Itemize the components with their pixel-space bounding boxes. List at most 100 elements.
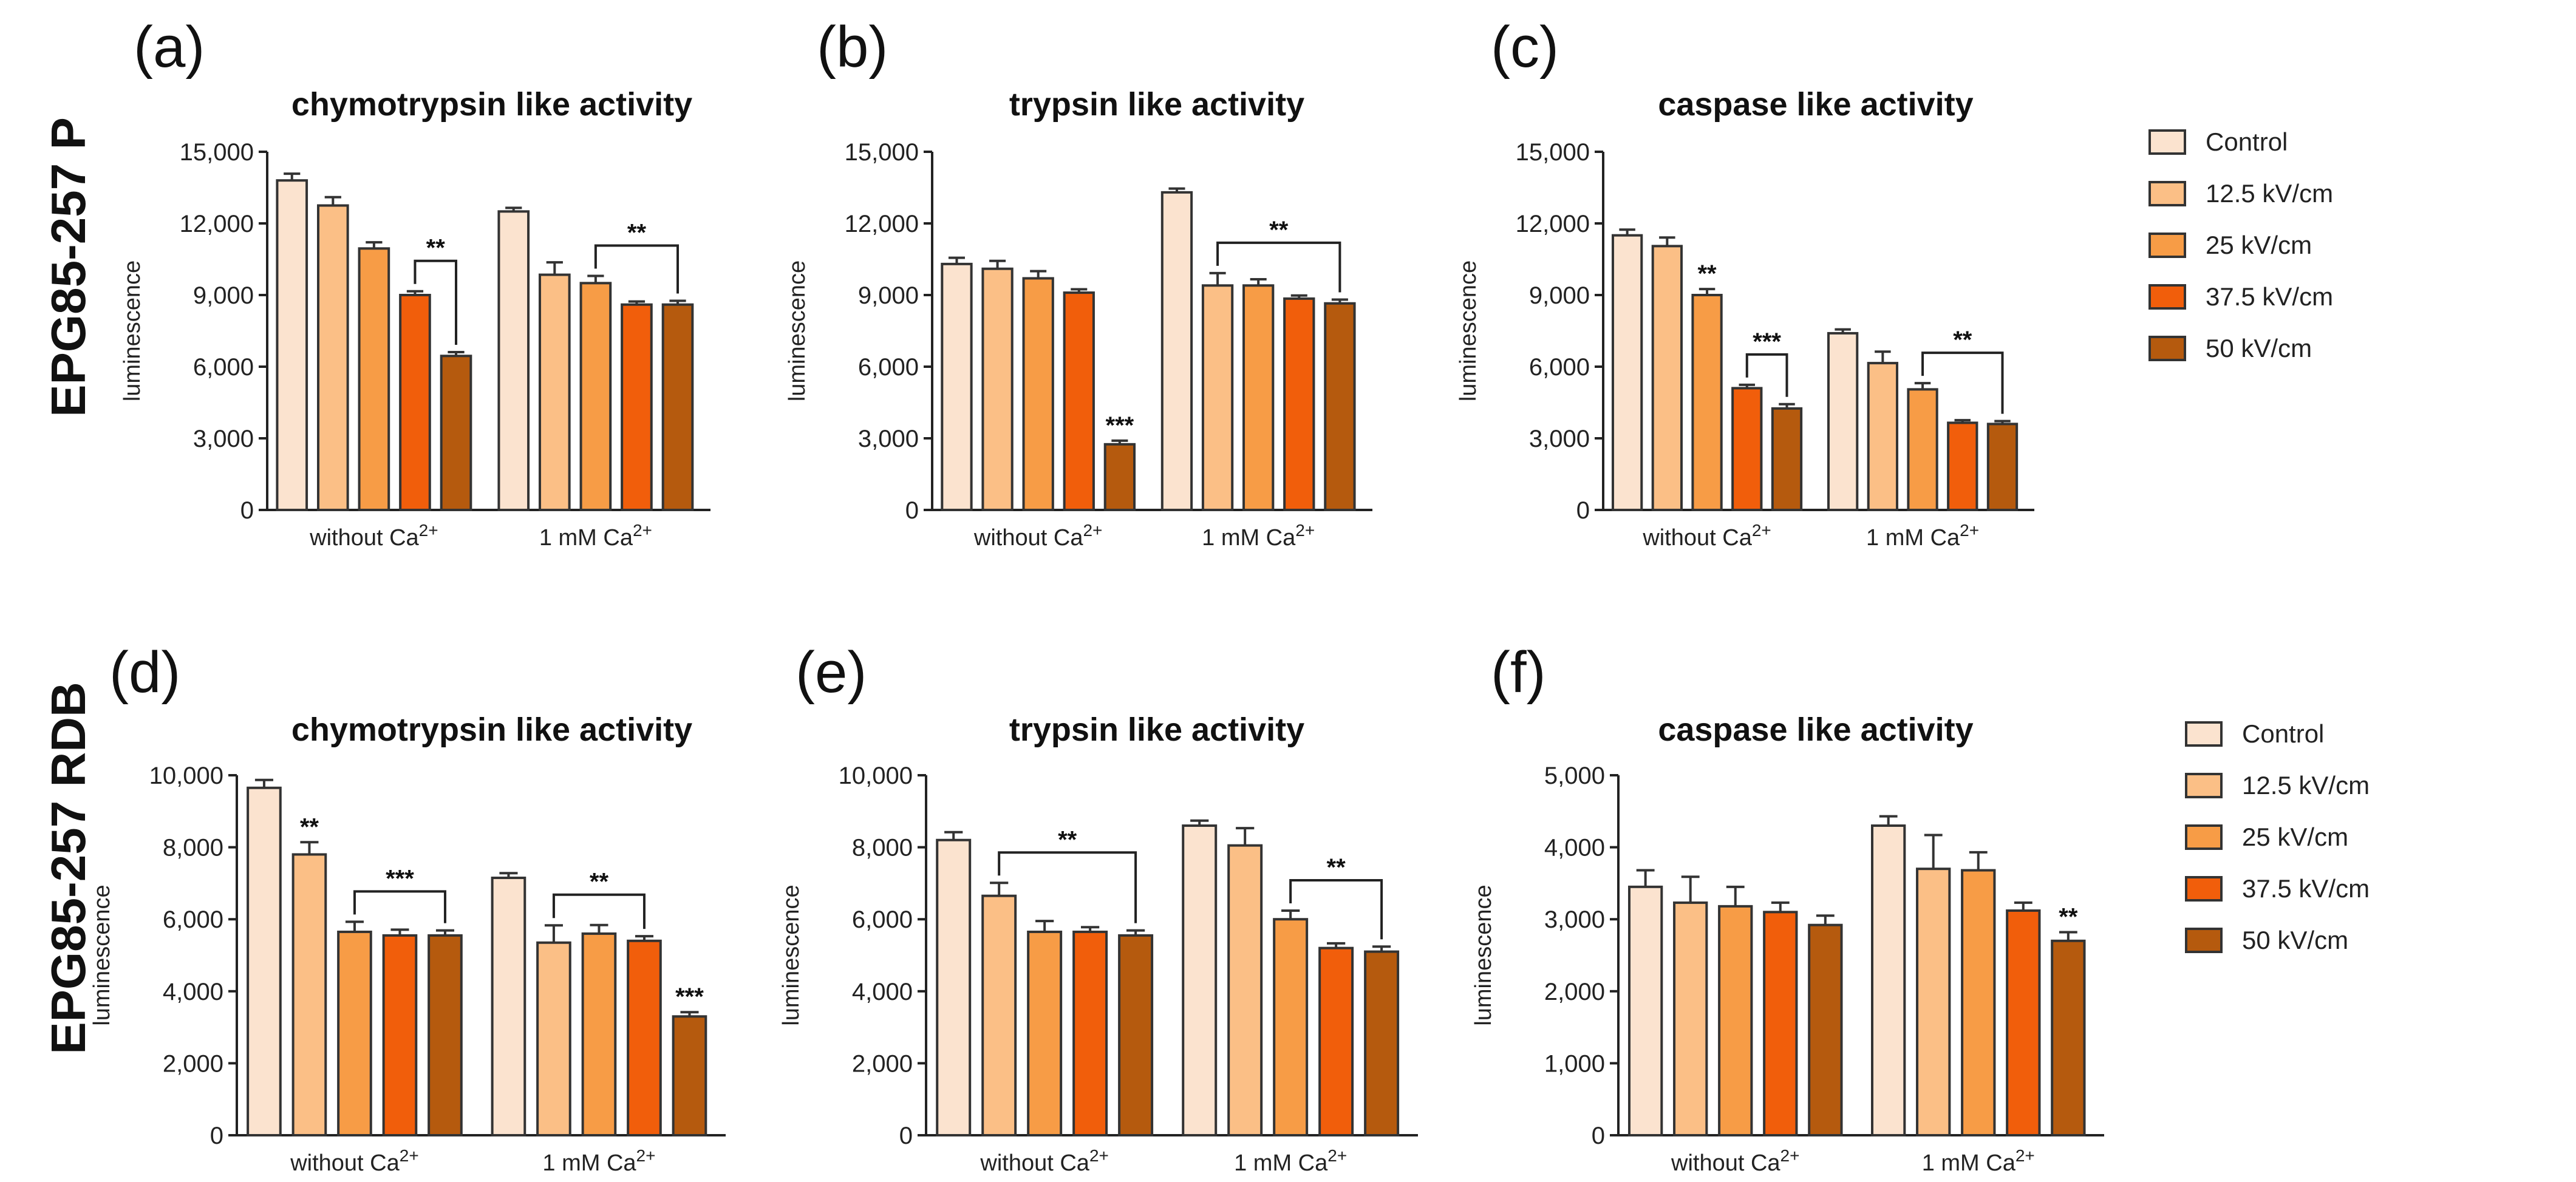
y-tick-label: 0 [210, 1123, 223, 1149]
bar [1611, 234, 1643, 511]
chart-panels: (a) chymotrypsin like activity 0 3,000 6,000… [89, 15, 2104, 1176]
bar [1072, 930, 1108, 1136]
significance-star: ** [300, 813, 319, 840]
y-tick-label: 9,000 [1529, 282, 1590, 309]
bar [1673, 901, 1708, 1136]
bar [1628, 885, 1663, 1136]
x-group-sup: 2+ [400, 1146, 419, 1165]
bar [399, 294, 431, 511]
bar [981, 267, 1014, 511]
x-group-sup: 2+ [1083, 521, 1102, 540]
bar [1273, 918, 1309, 1136]
bar [1763, 911, 1798, 1136]
bar [1808, 923, 1843, 1136]
bar [1771, 407, 1803, 511]
legend: Control 12.5 kV/cm 25 kV/cm 37.5 kV/cm 50 kV… [2185, 719, 2370, 954]
bar [1227, 844, 1263, 1136]
x-group-sup: 2+ [1752, 521, 1771, 540]
bar [1182, 824, 1218, 1137]
y-tick-label: 0 [1576, 497, 1590, 524]
y-tick-label: 12,000 [845, 211, 919, 237]
panel-label: (b) [817, 15, 888, 80]
x-group-sup: 2+ [633, 521, 652, 540]
legend-swatch [2185, 824, 2223, 850]
y-tick-label: 15,000 [1516, 139, 1590, 166]
x-group-label: 1 mM Ca2+ [1866, 521, 1979, 551]
bar [276, 179, 308, 511]
legend-label: 12.5 kV/cm [2242, 771, 2370, 800]
significance-bracket [1216, 241, 1341, 293]
legend-label: Control [2242, 719, 2324, 748]
bar [2051, 939, 2086, 1137]
y-tick-label: 6,000 [858, 354, 919, 381]
y-axis-label: luminescence [1471, 885, 1496, 1025]
x-group-label: 1 mM Ca2+ [1234, 1146, 1347, 1177]
y-tick-label: 0 [899, 1123, 913, 1149]
legend-swatch [2185, 876, 2223, 902]
bar [581, 932, 617, 1137]
chart-panel: (a) chymotrypsin like activity 0 3,000 6,000… [120, 15, 710, 551]
y-tick-label: 4,000 [1544, 835, 1605, 861]
chart-title: chymotrypsin like activity [291, 712, 692, 748]
bar [1283, 297, 1315, 511]
bar [1063, 291, 1095, 511]
bar [1318, 946, 1354, 1136]
y-tick-label: 3,000 [858, 426, 919, 452]
significance-label: ** [1058, 826, 1077, 853]
significance-star: *** [675, 983, 704, 1010]
bar [538, 273, 571, 511]
y-tick-label: 3,000 [193, 426, 254, 452]
bar [1871, 824, 1906, 1137]
bar [661, 303, 694, 511]
bar [1651, 245, 1683, 511]
bar [337, 930, 372, 1136]
row-label-p: EPG85-257 P [41, 117, 95, 417]
bar [1916, 868, 1951, 1137]
chart-title: chymotrypsin like activity [291, 86, 692, 123]
bar [497, 210, 530, 511]
x-group-sup: 2+ [1089, 1146, 1109, 1165]
y-tick-label: 0 [1592, 1123, 1605, 1149]
x-group-sup: 2+ [1295, 521, 1315, 540]
y-tick-label: 1,000 [1544, 1050, 1605, 1077]
significance-label: ** [1269, 217, 1289, 243]
y-tick-label: 10,000 [149, 763, 223, 789]
y-axis-label: luminescence [1456, 260, 1481, 401]
x-group-label: without Ca2+ [973, 521, 1102, 551]
bar [1867, 362, 1899, 511]
bar [1718, 905, 1753, 1137]
legend-swatch [2148, 181, 2186, 206]
legend-label: 25 kV/cm [2242, 823, 2348, 851]
y-tick-label: 15,000 [845, 139, 919, 166]
bar [1160, 191, 1193, 512]
bar [440, 355, 472, 511]
x-group-label: 1 mM Ca2+ [542, 1146, 655, 1177]
y-tick-label: 12,000 [180, 211, 254, 237]
chart-panel: (d) chymotrypsin like activity 0 2,000 4,000… [89, 640, 726, 1176]
y-tick-label: 6,000 [1529, 354, 1590, 381]
y-tick-label: 4,000 [163, 979, 223, 1005]
chart-panel: (b) trypsin like activity 0 3,000 6,000 9,000… [785, 15, 1372, 551]
legend-label: Control [2206, 127, 2288, 156]
x-group-sup: 2+ [636, 1146, 656, 1165]
bar [1118, 934, 1154, 1136]
significance-label: ** [627, 220, 647, 246]
bar [1961, 869, 1996, 1136]
legend: Control 12.5 kV/cm 25 kV/cm 37.5 kV/cm 50 kV… [2148, 127, 2333, 362]
legend-label: 12.5 kV/cm [2206, 179, 2333, 208]
x-group-label: without Ca2+ [980, 1146, 1108, 1177]
legend-label: 37.5 kV/cm [2242, 874, 2370, 903]
y-axis-label: luminescence [89, 885, 115, 1025]
significance-label: ** [426, 235, 446, 262]
bar [1986, 423, 2019, 512]
y-tick-label: 10,000 [839, 763, 913, 789]
x-group-label: 1 mM Ca2+ [539, 521, 652, 551]
bar [1022, 277, 1054, 511]
bar [1691, 294, 1723, 511]
y-tick-label: 8,000 [852, 835, 913, 861]
x-group-label: 1 mM Ca2+ [1922, 1146, 2035, 1177]
y-tick-label: 3,000 [1529, 426, 1590, 452]
chart-title: caspase like activity [1658, 712, 1973, 748]
y-tick-label: 0 [905, 497, 919, 524]
chart-title: trypsin like activity [1009, 712, 1304, 748]
